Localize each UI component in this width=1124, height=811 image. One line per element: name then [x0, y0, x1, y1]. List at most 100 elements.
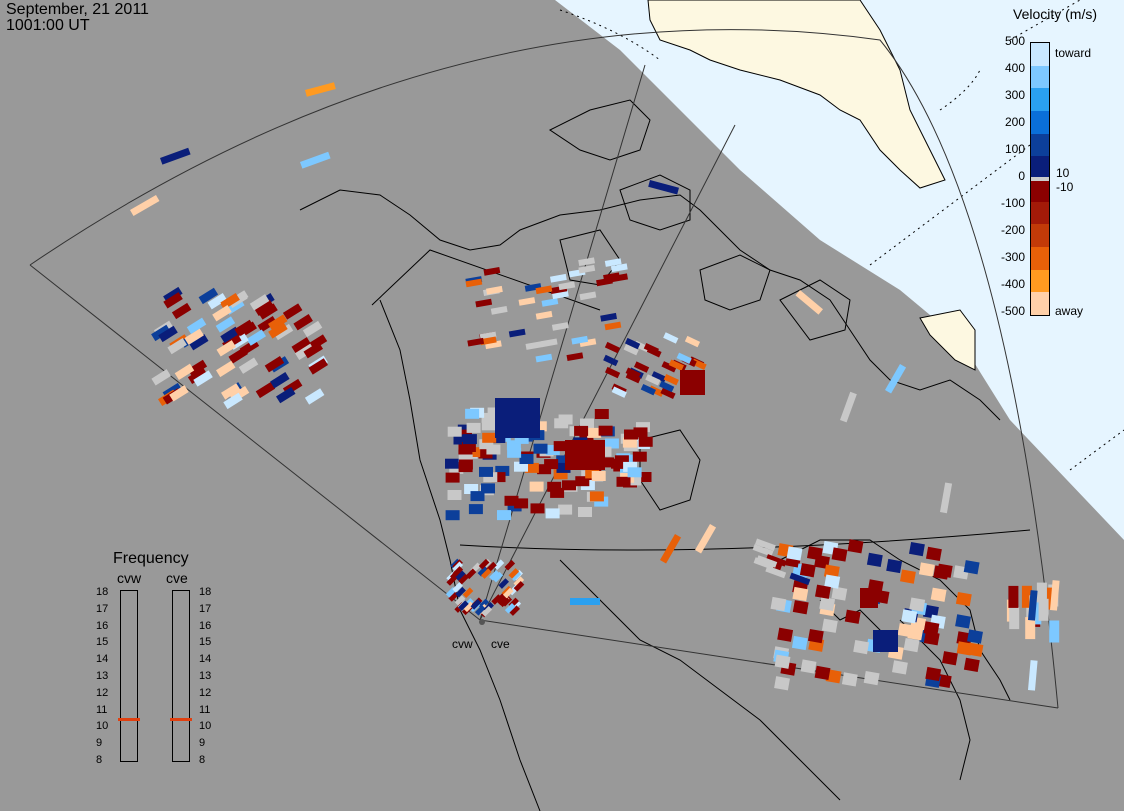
- frequency-marker-cve: [170, 718, 192, 722]
- scatter-cell: [495, 465, 510, 476]
- scatter-cell: [1036, 582, 1047, 605]
- scatter-cell: [510, 570, 522, 582]
- scatter-cell: [264, 356, 285, 373]
- scatter-cell: [955, 614, 971, 629]
- scatter-cell: [633, 361, 650, 373]
- velocity-tick: -300: [1000, 250, 1025, 264]
- backscatter-cells: [130, 82, 1060, 691]
- scatter-cell: [853, 639, 870, 655]
- frequency-tick-left: 8: [96, 754, 103, 766]
- scatter-cell: [198, 287, 219, 305]
- scatter-cell: [637, 472, 652, 482]
- frequency-tick-right: 12: [199, 686, 212, 699]
- scatter-cell: [625, 371, 641, 384]
- scatter-cell: [604, 258, 622, 267]
- scatter-cell: [445, 510, 460, 521]
- velocity-tick: 200: [1004, 115, 1025, 129]
- colorbar-segment: [1031, 201, 1049, 226]
- scatter-cell: [187, 367, 208, 384]
- scatter-cell: [445, 458, 459, 469]
- scatter-cell: [518, 297, 536, 306]
- scatter-cell: [151, 324, 171, 342]
- scatter-cell: [589, 491, 604, 502]
- scatter-cell: [303, 342, 324, 359]
- frequency-tick-left: 15: [96, 636, 109, 649]
- scatter-cell: [234, 319, 254, 337]
- scatter-cell: [474, 605, 486, 616]
- scatter-cell: [765, 554, 787, 567]
- scatter-cell: [831, 586, 848, 601]
- velocity-tick: 400: [1004, 61, 1025, 75]
- scatter-cell: [524, 462, 539, 473]
- scatter-cell: [795, 290, 823, 315]
- scatter-cell: [684, 335, 701, 348]
- scatter-cell: [249, 294, 270, 311]
- scatter-cell: [160, 147, 191, 165]
- scatter-cell: [223, 392, 243, 410]
- frequency-radar-cve: cve: [166, 570, 188, 586]
- scatter-cell: [445, 472, 460, 483]
- scatter-cell: [483, 267, 501, 276]
- scatter-cell: [909, 541, 925, 557]
- scatter-cell: [1028, 660, 1038, 691]
- scatter-cell: [610, 263, 628, 273]
- scatter-cell: [624, 429, 638, 440]
- colorbar-segment: [1031, 224, 1049, 248]
- scatter-cell: [643, 342, 659, 355]
- scatter-cell: [467, 337, 485, 347]
- scatter-cell: [489, 570, 500, 581]
- scatter-cell: [291, 337, 312, 354]
- scatter-cell: [598, 425, 613, 436]
- scatter-cell: [566, 352, 584, 362]
- scatter-cell: [482, 432, 497, 443]
- scatter-cell: [212, 305, 232, 322]
- scatter-cell: [497, 510, 511, 521]
- scatter-cell: [587, 427, 602, 438]
- scatter-cell: [492, 571, 504, 583]
- scatter-cell: [506, 440, 521, 451]
- frequency-tick-right: 11: [199, 703, 211, 716]
- radar-site-marker: [479, 619, 485, 625]
- scatter-cell: [174, 363, 195, 380]
- scatter-cell: [909, 597, 926, 612]
- scatter-cell: [478, 448, 493, 459]
- scatter-cell: [624, 337, 641, 350]
- scatter-cell: [1025, 617, 1036, 640]
- time-label: 1001:00 UT: [6, 17, 90, 34]
- scatter-cell: [866, 552, 883, 568]
- frequency-tick-right: 15: [199, 636, 212, 649]
- scatter-cell: [651, 371, 667, 383]
- continent-outlines: [299, 99, 1011, 811]
- scatter-cell: [633, 427, 648, 438]
- scatter-cell: [483, 472, 498, 483]
- colorbar-segment: [1031, 179, 1049, 203]
- small-positive-label: 10: [1056, 166, 1070, 180]
- scatter-cell: [930, 587, 947, 602]
- scatter-cell: [491, 472, 506, 483]
- scatter-cell: [660, 534, 682, 564]
- scatter-cell: [579, 291, 597, 301]
- scatter-cell: [752, 544, 774, 557]
- scatter-cell: [553, 441, 568, 452]
- scatter-cell: [578, 257, 595, 267]
- scatter-cell: [479, 466, 493, 477]
- scatter-cell: [167, 337, 187, 355]
- scatter-cell: [487, 407, 502, 418]
- scatter-cell: [847, 539, 864, 554]
- scatter-cell: [533, 443, 548, 454]
- colorbar-segment: [1031, 269, 1049, 294]
- frequency-tick-left: 18: [96, 586, 109, 598]
- frequency-tick-right: 17: [199, 602, 212, 615]
- scatter-cell: [574, 425, 589, 436]
- scatter-cell: [694, 524, 717, 554]
- scatter-cell: [479, 336, 497, 346]
- scatter-cell: [529, 481, 544, 492]
- scatter-cell: [622, 437, 637, 448]
- scatter-cell: [504, 559, 516, 571]
- scatter-cell: [463, 601, 475, 613]
- scatter-cell: [663, 332, 679, 344]
- scatter-cell: [509, 605, 521, 616]
- scatter-cell: [535, 310, 553, 320]
- scatter-cell: [579, 431, 594, 442]
- frequency-bar-cve: [172, 590, 190, 762]
